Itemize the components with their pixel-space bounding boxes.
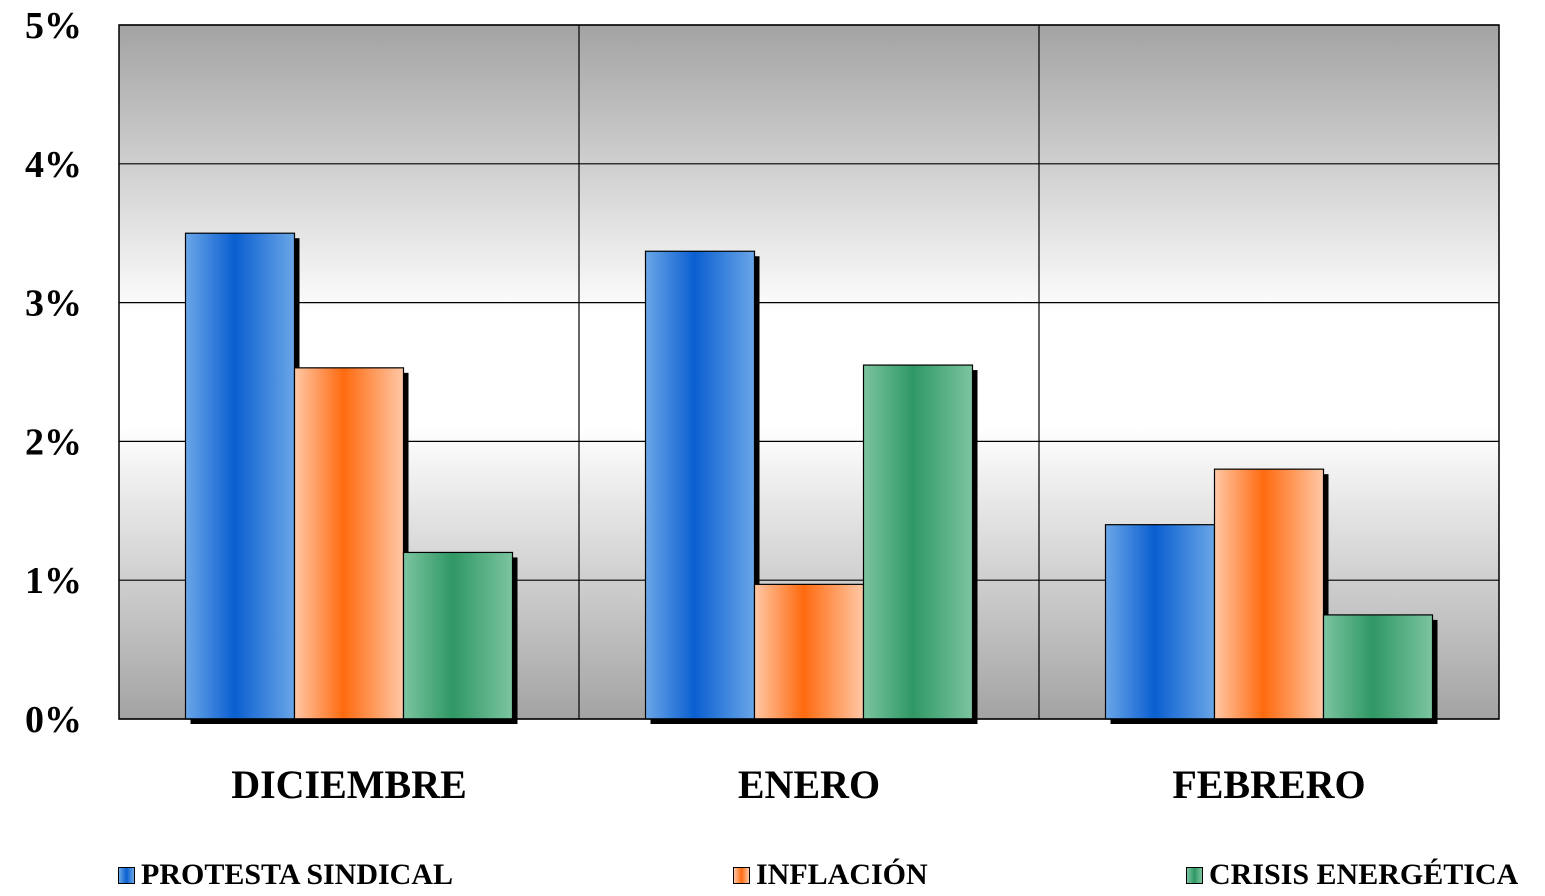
legend-item-inflacion: INFLACIÓN — [733, 858, 928, 892]
legend-item-protesta-sindical: PROTESTA SINDICAL — [118, 858, 453, 892]
y-tick-label: 2% — [25, 421, 82, 463]
plot-border — [118, 24, 1500, 720]
bar-chart: 0% 1% 2% 3% 4% 5% DICIEMBRE ENERO FEBRERO — [25, 5, 1500, 807]
bar — [402, 551, 514, 720]
y-tick-label: 3% — [25, 283, 82, 325]
bar — [862, 364, 974, 720]
bar — [293, 367, 405, 720]
x-category-label: DICIEMBRE — [231, 762, 467, 807]
legend-label: CRISIS ENERGÉTICA — [1209, 858, 1519, 891]
bar — [1213, 468, 1325, 720]
legend-swatch-orange — [733, 866, 750, 884]
legend-label: INFLACIÓN — [756, 858, 928, 891]
y-tick-label: 4% — [25, 144, 82, 186]
y-tick-label: 0% — [25, 699, 82, 741]
y-tick-label: 1% — [25, 560, 82, 602]
legend-swatch-green — [1186, 866, 1203, 884]
x-axis-categories: DICIEMBRE ENERO FEBRERO — [231, 762, 1365, 807]
bar — [1322, 614, 1434, 720]
legend: PROTESTA SINDICAL INFLACIÓN CRISIS ENERG… — [0, 858, 1545, 896]
y-axis-ticks: 0% 1% 2% 3% 4% 5% — [25, 5, 82, 741]
y-tick-label: 5% — [25, 5, 82, 47]
bar — [1104, 524, 1216, 720]
bar — [644, 250, 756, 720]
legend-label: PROTESTA SINDICAL — [141, 858, 454, 891]
x-category-label: FEBRERO — [1172, 762, 1365, 807]
legend-swatch-blue — [118, 866, 135, 884]
bar — [184, 232, 296, 720]
bar — [753, 583, 865, 720]
legend-item-crisis-energetica: CRISIS ENERGÉTICA — [1186, 858, 1518, 892]
bars — [184, 232, 1438, 724]
x-category-label: ENERO — [738, 762, 880, 807]
